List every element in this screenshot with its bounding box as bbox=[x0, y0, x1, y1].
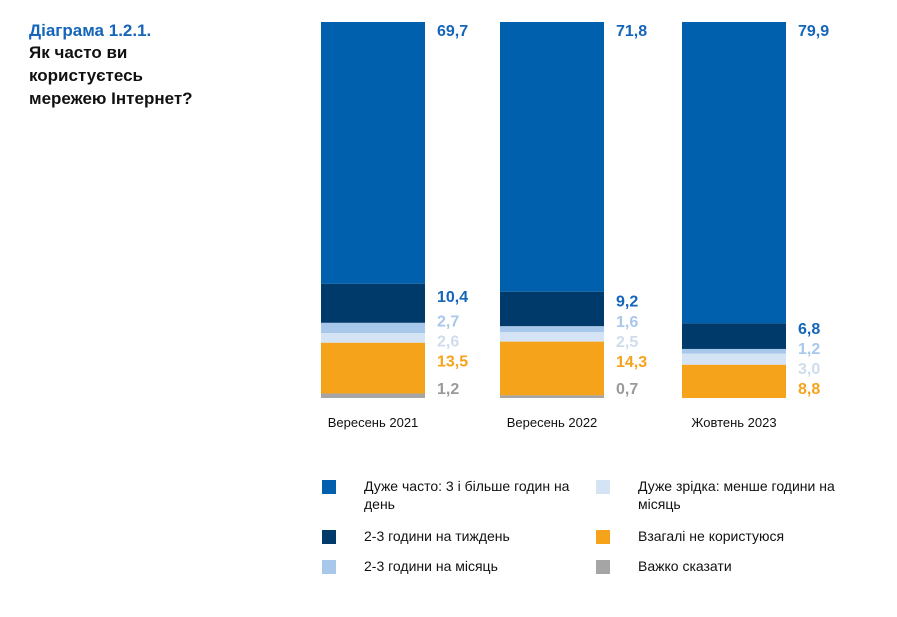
value-label-hard_to_say-1: 1,2 bbox=[437, 381, 459, 398]
legend-label-hard_to_say: Важко сказати bbox=[638, 558, 732, 574]
legend-label-very_often: Дуже часто: 3 і більше годин на день bbox=[364, 478, 570, 512]
legend-label-rarely: Дуже зрідка: менше години на місяць bbox=[638, 478, 835, 512]
chart-question: Як часто ви користуєтесь мережею Інтерне… bbox=[29, 43, 193, 108]
value-label-never-1: 13,5 bbox=[437, 354, 468, 371]
bar-segment-hard_to_say-2 bbox=[500, 395, 604, 398]
bar-segment-very_often-3 bbox=[682, 22, 786, 324]
value-label-very_often-2: 71,8 bbox=[616, 23, 647, 40]
bar-segment-weekly-3 bbox=[682, 323, 786, 349]
bar-segment-weekly-1 bbox=[321, 283, 425, 323]
legend-item-monthly: 2-3 години на місяць bbox=[322, 557, 574, 575]
value-label-hard_to_say-2: 0,7 bbox=[616, 381, 638, 398]
bar-segment-hard_to_say-1 bbox=[321, 393, 425, 398]
legend-swatch-weekly bbox=[322, 530, 336, 544]
legend-item-never: Взагалі не користуюся bbox=[596, 527, 848, 545]
chart-number: Діаграма 1.2.1. bbox=[29, 21, 152, 40]
bar-segment-very_often-2 bbox=[500, 22, 604, 292]
legend-swatch-hard_to_say bbox=[596, 560, 610, 574]
value-label-very_often-3: 79,9 bbox=[798, 23, 829, 40]
legend-item-very_often: Дуже часто: 3 і більше годин на день bbox=[322, 477, 574, 513]
category-label-2: Вересень 2022 bbox=[507, 415, 598, 430]
legend-swatch-monthly bbox=[322, 560, 336, 574]
legend-label-never: Взагалі не користуюся bbox=[638, 528, 785, 544]
value-label-very_often-1: 69,7 bbox=[437, 23, 468, 40]
value-label-monthly-1: 2,7 bbox=[437, 313, 459, 330]
legend-item-weekly: 2-3 години на тиждень bbox=[322, 527, 574, 545]
bar-segment-monthly-3 bbox=[682, 348, 786, 354]
value-label-monthly-3: 1,2 bbox=[798, 341, 820, 358]
category-label-3: Жовтень 2023 bbox=[691, 415, 776, 430]
bar-segment-rarely-3 bbox=[682, 353, 786, 365]
value-label-weekly-1: 10,4 bbox=[437, 289, 468, 306]
legend-swatch-rarely bbox=[596, 480, 610, 494]
bar-segment-never-2 bbox=[500, 341, 604, 396]
legend-item-rarely: Дуже зрідка: менше години на місяць bbox=[596, 477, 848, 513]
legend-label-monthly: 2-3 години на місяць bbox=[364, 558, 498, 574]
value-label-rarely-1: 2,6 bbox=[437, 333, 459, 350]
bar-segment-rarely-1 bbox=[321, 333, 425, 343]
bar-segment-never-1 bbox=[321, 342, 425, 394]
value-label-weekly-2: 9,2 bbox=[616, 294, 638, 311]
value-label-rarely-2: 2,5 bbox=[616, 334, 638, 351]
bar-segment-never-3 bbox=[682, 364, 786, 398]
value-label-weekly-3: 6,8 bbox=[798, 321, 820, 338]
legend-label-weekly: 2-3 години на тиждень bbox=[364, 528, 510, 544]
chart-title: Діаграма 1.2.1. Як часто ви користуєтесь… bbox=[29, 20, 269, 110]
legend-item-hard_to_say: Важко сказати bbox=[596, 557, 848, 575]
category-label-1: Вересень 2021 bbox=[328, 415, 419, 430]
legend-swatch-very_often bbox=[322, 480, 336, 494]
value-label-rarely-3: 3,0 bbox=[798, 361, 820, 378]
legend-swatch-never bbox=[596, 530, 610, 544]
value-label-never-2: 14,3 bbox=[616, 354, 647, 371]
value-label-monthly-2: 1,6 bbox=[616, 314, 638, 331]
bar-segment-very_often-1 bbox=[321, 22, 425, 284]
bar-segment-weekly-2 bbox=[500, 291, 604, 327]
bar-segment-monthly-2 bbox=[500, 326, 604, 333]
value-label-never-3: 8,8 bbox=[798, 381, 820, 398]
bar-segment-rarely-2 bbox=[500, 332, 604, 342]
bar-segment-monthly-1 bbox=[321, 322, 425, 334]
